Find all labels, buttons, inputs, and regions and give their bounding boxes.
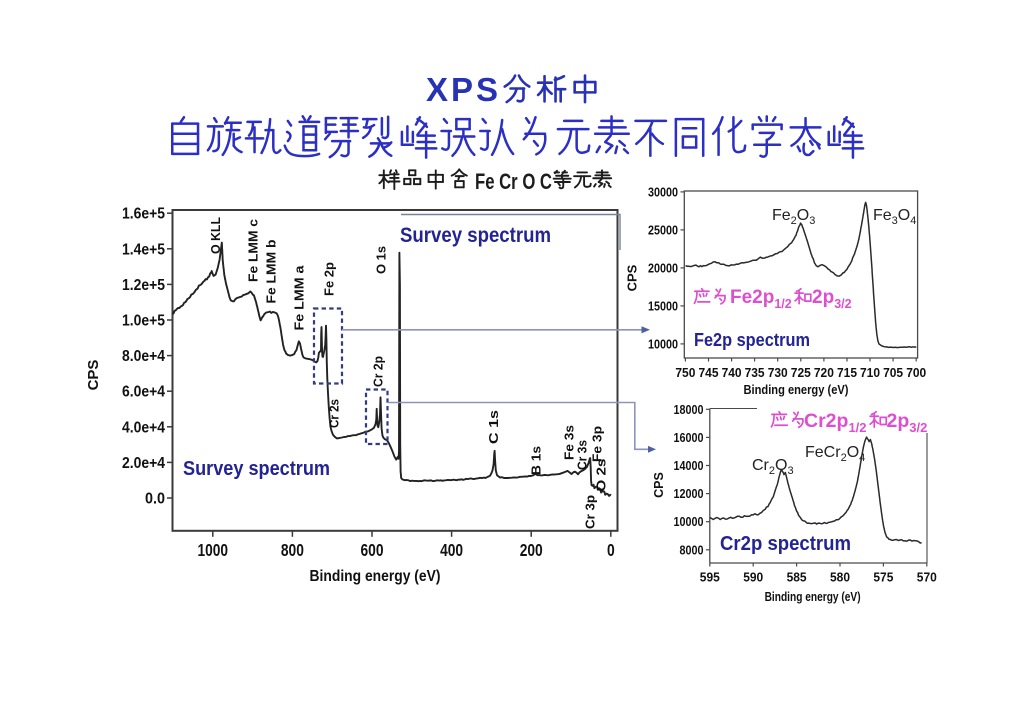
svg-text:15000: 15000 bbox=[648, 298, 678, 313]
svg-text:8.0e+4: 8.0e+4 bbox=[122, 348, 165, 365]
svg-text:18000: 18000 bbox=[674, 402, 704, 417]
svg-text:Binding energy (eV): Binding energy (eV) bbox=[744, 382, 849, 397]
svg-text:1.2e+5: 1.2e+5 bbox=[122, 277, 165, 294]
svg-text:0.0: 0.0 bbox=[145, 491, 165, 508]
svg-text:745: 745 bbox=[699, 366, 719, 380]
svg-text:730: 730 bbox=[768, 366, 788, 380]
svg-text:720: 720 bbox=[814, 366, 834, 380]
svg-text:30000: 30000 bbox=[648, 184, 678, 199]
svg-text:Binding energy (eV): Binding energy (eV) bbox=[310, 568, 441, 585]
svg-text:B 1s: B 1s bbox=[529, 446, 544, 475]
svg-text:Binding energy (eV): Binding energy (eV) bbox=[765, 589, 861, 604]
svg-text:Fe LMM a: Fe LMM a bbox=[292, 265, 307, 331]
svg-text:8000: 8000 bbox=[680, 542, 704, 557]
svg-text:Fe Cr O C: Fe Cr O C bbox=[475, 169, 552, 194]
svg-text:Cr2p1/2: Cr2p1/2 bbox=[804, 410, 867, 435]
svg-text:750: 750 bbox=[675, 366, 695, 380]
svg-text:O KLL: O KLL bbox=[208, 217, 223, 254]
svg-text:705: 705 bbox=[883, 366, 903, 380]
svg-text:580: 580 bbox=[830, 571, 850, 585]
svg-text:CPS: CPS bbox=[625, 264, 640, 291]
svg-text:Cr2O3: Cr2O3 bbox=[752, 457, 794, 477]
svg-text:C 1s: C 1s bbox=[486, 410, 501, 444]
svg-text:735: 735 bbox=[745, 366, 765, 380]
svg-text:Fe2p spectrum: Fe2p spectrum bbox=[694, 330, 810, 350]
svg-text:740: 740 bbox=[722, 366, 742, 380]
svg-text:2.0e+4: 2.0e+4 bbox=[122, 455, 165, 472]
svg-text:700: 700 bbox=[906, 366, 926, 380]
svg-text:FeCr2O4: FeCr2O4 bbox=[805, 444, 865, 464]
svg-text:585: 585 bbox=[787, 571, 807, 585]
svg-text:Fe LMM c: Fe LMM c bbox=[246, 219, 261, 282]
svg-text:Cr 3s: Cr 3s bbox=[575, 440, 590, 470]
svg-text:CPS: CPS bbox=[652, 472, 666, 498]
svg-text:Fe 3p: Fe 3p bbox=[590, 426, 605, 462]
svg-text:Fe 2p: Fe 2p bbox=[322, 262, 337, 296]
svg-text:1.0e+5: 1.0e+5 bbox=[122, 313, 165, 330]
svg-text:20000: 20000 bbox=[648, 260, 678, 275]
svg-text:725: 725 bbox=[791, 366, 811, 380]
svg-text:2p3/2: 2p3/2 bbox=[812, 287, 852, 311]
svg-text:25000: 25000 bbox=[648, 222, 678, 237]
svg-text:590: 590 bbox=[743, 571, 763, 585]
svg-text:575: 575 bbox=[873, 571, 893, 585]
svg-text:Cr 2s: Cr 2s bbox=[327, 399, 342, 428]
svg-text:Survey spectrum: Survey spectrum bbox=[400, 224, 551, 247]
svg-text:Cr2p spectrum: Cr2p spectrum bbox=[720, 533, 851, 555]
svg-text:2p3/2: 2p3/2 bbox=[887, 410, 928, 435]
svg-text:1.6e+5: 1.6e+5 bbox=[122, 206, 165, 223]
svg-text:715: 715 bbox=[837, 366, 857, 380]
svg-text:0: 0 bbox=[607, 540, 615, 560]
svg-text:400: 400 bbox=[440, 540, 463, 560]
svg-text:CPS: CPS bbox=[85, 360, 102, 391]
svg-text:Fe2O3: Fe2O3 bbox=[772, 207, 815, 227]
svg-text:1.4e+5: 1.4e+5 bbox=[122, 241, 165, 258]
svg-text:O 2s: O 2s bbox=[594, 459, 609, 492]
svg-text:800: 800 bbox=[281, 540, 304, 560]
svg-text:12000: 12000 bbox=[674, 486, 704, 501]
svg-text:Cr 2p: Cr 2p bbox=[371, 356, 386, 387]
svg-text:Fe LMM b: Fe LMM b bbox=[264, 239, 279, 303]
svg-text:Fe2p1/2: Fe2p1/2 bbox=[730, 287, 792, 311]
svg-text:Fe3O4: Fe3O4 bbox=[873, 207, 916, 227]
svg-text:4.0e+4: 4.0e+4 bbox=[122, 419, 165, 436]
svg-text:10000: 10000 bbox=[648, 336, 678, 351]
svg-text:200: 200 bbox=[520, 540, 543, 560]
svg-text:595: 595 bbox=[700, 571, 720, 585]
svg-text:Fe 3s: Fe 3s bbox=[562, 425, 577, 460]
svg-text:Cr 3p: Cr 3p bbox=[583, 495, 598, 529]
svg-text:Survey spectrum: Survey spectrum bbox=[183, 458, 330, 480]
svg-text:570: 570 bbox=[917, 571, 937, 585]
svg-text:O 1s: O 1s bbox=[374, 246, 389, 274]
svg-text:710: 710 bbox=[860, 366, 880, 380]
svg-text:14000: 14000 bbox=[674, 458, 704, 473]
svg-text:10000: 10000 bbox=[674, 514, 704, 529]
svg-text:600: 600 bbox=[361, 540, 384, 560]
svg-text:XPS: XPS bbox=[426, 71, 498, 108]
svg-text:6.0e+4: 6.0e+4 bbox=[122, 384, 165, 401]
svg-text:16000: 16000 bbox=[674, 430, 704, 445]
svg-text:1000: 1000 bbox=[198, 540, 229, 560]
